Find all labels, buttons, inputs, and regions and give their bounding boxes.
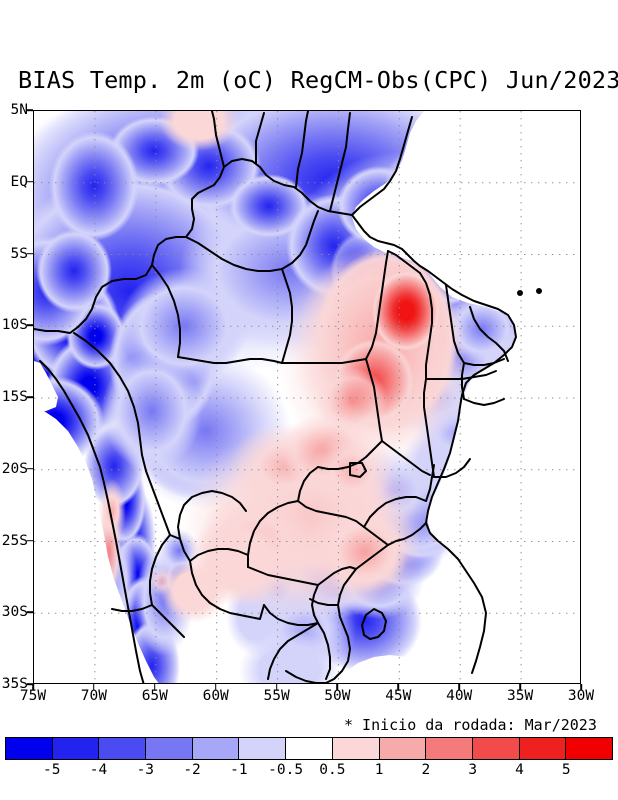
ytick-label-EQ: EQ xyxy=(10,173,28,190)
xtick-label-40W: 40W xyxy=(446,688,473,704)
ytick-mark-25S xyxy=(27,539,33,542)
page-title: BIAS Temp. 2m (oC) RegCM-Obs(CPC) Jun/20… xyxy=(18,66,618,94)
colorbar-segment-9 xyxy=(426,738,473,759)
colorbar-segment-10 xyxy=(472,738,520,759)
colorbar-label-9: 3 xyxy=(468,762,478,778)
colorbar-label-7: 1 xyxy=(374,762,384,778)
colorbar-segment-7 xyxy=(332,738,380,759)
xtick-mark-45W xyxy=(397,684,400,690)
colorbar-label-8: 2 xyxy=(421,762,431,778)
ytick-label-5N: 5N xyxy=(10,102,28,118)
ocean-mask xyxy=(34,111,580,683)
xtick-mark-70W xyxy=(93,684,95,690)
xtick-mark-55W xyxy=(275,684,278,690)
xtick-label-45W: 45W xyxy=(385,688,412,704)
xtick-label-55W: 55W xyxy=(263,688,290,704)
colorbar-segment-2 xyxy=(99,738,147,759)
xtick-label-70W: 70W xyxy=(80,688,107,704)
xtick-mark-35W xyxy=(519,684,521,690)
colorbar-label-10: 4 xyxy=(515,762,524,778)
xtick-mark-60W xyxy=(214,684,217,690)
ytick-mark-30S xyxy=(27,611,33,614)
ytick-mark-20S xyxy=(27,468,33,470)
colorbar-segment-8 xyxy=(379,738,427,759)
colorbar-label-3: -2 xyxy=(183,762,201,778)
xtick-mark-50W xyxy=(336,684,339,690)
colorbar-label-11: 5 xyxy=(561,762,571,778)
colorbar-label-6: 0.5 xyxy=(319,762,346,778)
xtick-mark-75W xyxy=(32,684,34,690)
colorbar-segment-5 xyxy=(239,738,287,759)
colorbar-label-2: -3 xyxy=(136,762,155,778)
xtick-mark-65W xyxy=(154,684,156,690)
coastline-and-borders xyxy=(34,111,542,683)
colorbar-label-5: -0.5 xyxy=(268,762,304,778)
xtick-label-50W: 50W xyxy=(324,688,351,704)
colorbar: -5 -4 -3 -2 -1 -0.5 0.5 1 2 3 4 5 xyxy=(5,737,613,778)
ytick-mark-15S xyxy=(27,396,33,398)
colorbar-segment-4 xyxy=(192,738,240,759)
xtick-label-75W: 75W xyxy=(19,688,47,704)
xtick-mark-40W xyxy=(458,684,460,690)
colorbar-segments xyxy=(5,737,613,760)
colorbar-segment-12 xyxy=(566,738,612,759)
ytick-label-25S: 25S xyxy=(1,532,28,549)
ytick-label-5S: 5S xyxy=(10,245,28,262)
ytick-mark-5N xyxy=(27,109,33,111)
ytick-mark-5S xyxy=(27,252,33,255)
colorbar-segment-1 xyxy=(52,738,100,759)
grid-lines xyxy=(34,111,580,683)
colorbar-segment-0 xyxy=(6,738,53,759)
xtick-label-35W: 35W xyxy=(506,688,534,704)
colorbar-label-0: -5 xyxy=(43,762,61,778)
xtick-label-65W: 65W xyxy=(141,688,168,704)
ytick-label-30S: 30S xyxy=(1,604,28,621)
colorbar-tick-labels: -5 -4 -3 -2 -1 -0.5 0.5 1 2 3 4 5 xyxy=(5,762,613,782)
colorbar-segment-3 xyxy=(146,738,193,759)
ytick-mark-10S xyxy=(27,324,33,327)
xtick-label-60W: 60W xyxy=(202,688,229,704)
ytick-mark-EQ xyxy=(27,181,33,183)
colorbar-segment-11 xyxy=(519,738,567,759)
map-plot-area: 5N EQ 5S 10S 15S 20S 25S 30S 35S 75W 70W… xyxy=(2,102,594,704)
ytick-mark-35S xyxy=(27,683,33,685)
xtick-label-30W: 30W xyxy=(567,688,595,704)
colorbar-segment-6 xyxy=(286,738,333,759)
ytick-label-20S: 20S xyxy=(1,460,28,477)
ytick-label-15S: 15S xyxy=(1,389,28,405)
run-start-note: * Inicio da rodada: Mar/2023 xyxy=(344,716,597,734)
ytick-label-10S: 10S xyxy=(1,317,28,334)
map-frame xyxy=(33,110,581,684)
colorbar-label-1: -4 xyxy=(89,762,108,778)
colorbar-label-4: -1 xyxy=(230,762,248,778)
xtick-mark-30W xyxy=(580,684,582,690)
ytick-label-35S: 35S xyxy=(1,676,28,692)
anomaly-field-svg xyxy=(34,111,580,683)
